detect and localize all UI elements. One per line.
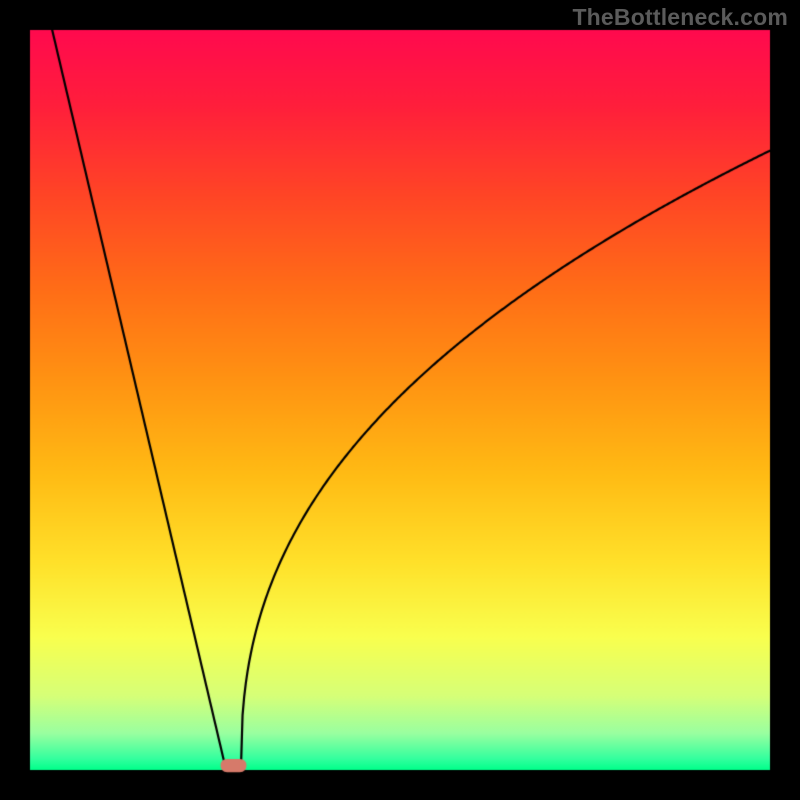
bottleneck-chart-canvas: [0, 0, 800, 800]
chart-container: TheBottleneck.com: [0, 0, 800, 800]
attribution-label: TheBottleneck.com: [572, 4, 788, 31]
